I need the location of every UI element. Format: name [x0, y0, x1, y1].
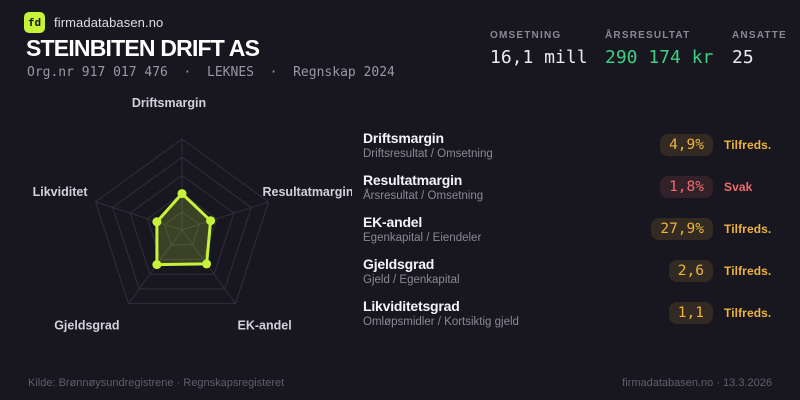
metric-value-group: 27,9% Tilfreds. — [651, 218, 776, 240]
radar-axis-label: Driftsmargin — [132, 96, 206, 110]
radar-grid-ring — [129, 174, 235, 275]
stat-label: ÅRSRESULTAT — [605, 30, 691, 41]
radar-spoke — [181, 201, 269, 231]
metric-text: Likviditetsgrad Omløpsmidler / Kortsiktig… — [363, 298, 519, 328]
stat-årsresultat: ÅRSRESULTAT 290 174 kr — [605, 30, 713, 68]
radar-chart: Driftsmargin Resultatmargin EK-andel Gjelds… — [12, 90, 352, 350]
metric-value-group: 1,1 Tilfreds. — [668, 302, 776, 324]
radar-axis-label: Likviditet — [33, 185, 89, 199]
radar-data-point — [206, 216, 216, 226]
metric-text: Driftsmargin Driftsresultat / Omsetning — [363, 130, 493, 160]
metric-value-badge: 2,6 — [668, 260, 713, 282]
metric-value-group: 1,8% Svak — [660, 176, 776, 198]
radar-grid-ring — [146, 192, 218, 260]
metric-row: Driftsmargin Driftsresultat / Omsetning 4,… — [363, 129, 776, 161]
metric-value-group: 2,6 Tilfreds. — [668, 260, 776, 282]
metric-row: EK-andel Egenkapital / Eiendeler 27,9% Tilf… — [363, 213, 776, 245]
stat-omsetning: OMSETNING 16,1 mill — [490, 30, 588, 68]
radar-axis-label: Resultatmargin — [263, 185, 353, 199]
company-meta-line: Org.nr 917 017 476 · LEKNES · Regnskap 2… — [27, 65, 395, 80]
stat-value: 25 — [732, 47, 754, 68]
metric-value-badge: 1,1 — [668, 302, 713, 324]
footer-source: Kilde: Brønnøysundregistrene · Regnskaps… — [28, 377, 285, 389]
metric-status: Tilfreds. — [724, 306, 772, 320]
metric-status: Svak — [724, 180, 753, 194]
radar-axis-label: EK-andel — [238, 319, 292, 333]
radar-spoke — [95, 201, 183, 231]
metric-status: Tilfreds. — [724, 222, 772, 236]
metric-title: Resultatmargin — [363, 172, 463, 188]
metric-value-group: 4,9% Tilfreds. — [660, 134, 776, 156]
radar-chart-svg: Driftsmargin Resultatmargin EK-andel Gjelds… — [33, 96, 353, 333]
metric-text: Resultatmargin Årsresultat / Omsetning — [363, 172, 483, 202]
metric-title: Likviditetsgrad — [363, 298, 460, 314]
stat-value: 290 174 kr — [605, 47, 714, 68]
metric-formula: Omløpsmidler / Kortsiktig gjeld — [363, 316, 519, 328]
page-title: STEINBITEN DRIFT AS — [26, 35, 260, 61]
metric-formula: Gjeld / Egenkapital — [363, 274, 460, 286]
radar-data-point — [152, 217, 162, 227]
metric-formula: Årsresultat / Omsetning — [363, 190, 484, 202]
metric-title: Gjeldsgrad — [363, 256, 435, 272]
stat-ansatte: ANSATTE 25 — [732, 30, 787, 68]
metrics-panel: Driftsmargin Driftsresultat / Omsetning 4,… — [363, 129, 776, 339]
footer-site-date: firmadatabasen.no · 13.3.2026 — [622, 377, 772, 389]
metric-value-badge: 27,9% — [651, 218, 713, 240]
key-stats: OMSETNING 16,1 mill ÅRSRESULTAT 290 174 kr A… — [0, 0, 800, 80]
site-name: firmadatabasen.no — [54, 15, 164, 30]
metric-value-badge: 4,9% — [660, 134, 713, 156]
logo-text: fd — [27, 16, 42, 29]
metric-status: Tilfreds. — [724, 264, 772, 278]
radar-data-point — [177, 189, 187, 199]
metric-row: Gjeldsgrad Gjeld / Egenkapital 2,6 Tilfreds… — [363, 255, 776, 287]
stat-label: OMSETNING — [490, 30, 562, 41]
footer: Kilde: Brønnøysundregistrene · Regnskaps… — [28, 377, 772, 389]
brand: fd firmadatabasen.no — [24, 12, 163, 33]
metric-title: Driftsmargin — [363, 130, 444, 146]
radar-data-point — [202, 259, 212, 269]
radar-data-polygon — [155, 192, 213, 267]
metric-text: EK-andel Egenkapital / Eiendeler — [363, 214, 481, 244]
metric-value-badge: 1,8% — [660, 176, 713, 198]
metric-text: Gjeldsgrad Gjeld / Egenkapital — [363, 256, 460, 286]
firmadatabasen-logo-icon: fd — [24, 12, 45, 33]
radar-grid-ring — [164, 211, 200, 246]
radar-axis-label: Gjeldsgrad — [54, 319, 119, 333]
metric-status: Tilfreds. — [724, 138, 772, 152]
metric-title: EK-andel — [363, 214, 423, 230]
metric-row: Resultatmargin Årsresultat / Omsetning 1,8… — [363, 171, 776, 203]
metric-formula: Driftsresultat / Omsetning — [363, 148, 493, 160]
radar-data-point — [152, 260, 162, 270]
stat-label: ANSATTE — [732, 30, 787, 41]
metric-formula: Egenkapital / Eiendeler — [363, 232, 482, 244]
stat-value: 16,1 mill — [490, 47, 588, 68]
radar-grid-ring — [94, 138, 270, 305]
radar-grid-ring — [112, 156, 252, 290]
metric-row: Likviditetsgrad Omløpsmidler / Kortsiktig… — [363, 297, 776, 329]
